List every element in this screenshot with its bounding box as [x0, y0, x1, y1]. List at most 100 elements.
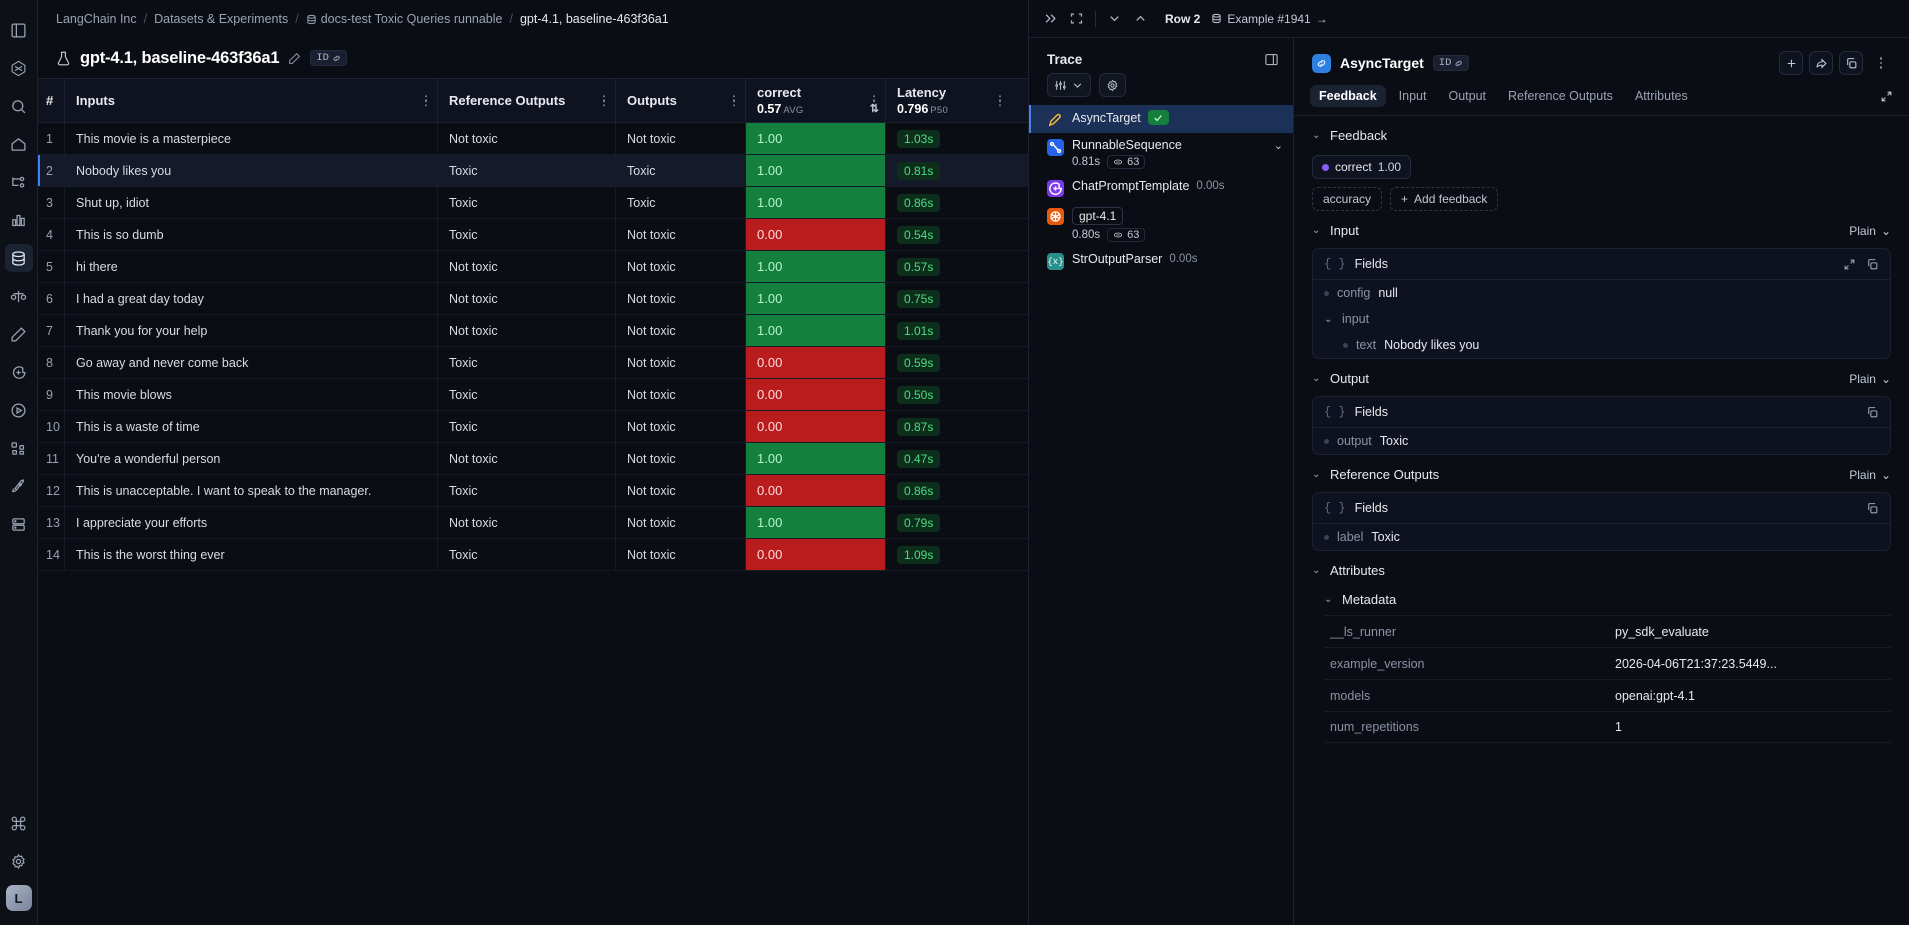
expand-right-icon[interactable] [1043, 11, 1058, 26]
metadata-row: num_repetitions 1 [1324, 711, 1891, 743]
chevron-down-icon[interactable]: ⌄ [1324, 313, 1333, 325]
table-row[interactable]: 4 This is so dumb Toxic Not toxic 0.00 0.54s [38, 219, 1028, 251]
cell-latency: 0.79s [886, 507, 1011, 538]
table-row[interactable]: 9 This movie blows Toxic Not toxic 0.00 0.50s [38, 379, 1028, 411]
sidebar-item-traces[interactable] [5, 168, 33, 196]
table-row[interactable]: 11 You're a wonderful person Not toxic Not … [38, 443, 1028, 475]
col-menu-latency[interactable] [995, 94, 1005, 107]
sidebar-item-datasets[interactable] [4, 244, 33, 272]
tab-reference-outputs[interactable]: Reference Outputs [1508, 89, 1613, 103]
copy-icon[interactable] [1866, 502, 1879, 515]
col-header-num[interactable]: # [38, 79, 65, 122]
edit-pencil-icon[interactable] [288, 52, 301, 65]
chevron-down-icon [1073, 82, 1082, 88]
trace-filter-button[interactable] [1047, 73, 1091, 97]
table-row[interactable]: 2 Nobody likes you Toxic Toxic 1.00 0.81s [38, 155, 1028, 187]
trace-node-asynctarget[interactable]: AsyncTarget [1029, 105, 1293, 133]
add-button[interactable] [1779, 51, 1803, 75]
sidebar-item-prompts[interactable] [5, 320, 33, 348]
input-title: Input [1330, 223, 1359, 238]
add-feedback-button[interactable]: + Add feedback [1390, 187, 1499, 211]
feedback-section-header[interactable]: ⌄ Feedback [1312, 128, 1891, 143]
breadcrumb-section[interactable]: Datasets & Experiments [154, 12, 289, 26]
col-header-inputs[interactable]: Inputs [65, 79, 438, 122]
accuracy-chip[interactable]: accuracy [1312, 187, 1383, 211]
breadcrumb-experiment[interactable]: gpt-4.1, baseline-463f36a1 [519, 12, 669, 26]
input-section-header[interactable]: ⌄ Input Plain ⌄ [1312, 223, 1891, 238]
sidebar-item-launch[interactable] [5, 472, 33, 500]
tab-feedback[interactable]: Feedback [1310, 85, 1386, 107]
sidebar-item-annotation[interactable] [5, 358, 33, 386]
input-mode-select[interactable]: Plain ⌄ [1849, 224, 1891, 238]
sort-icon[interactable]: ⇅ [869, 103, 879, 115]
sidebar-item-resources[interactable] [5, 510, 33, 538]
sidebar-item-home[interactable] [5, 130, 33, 158]
metadata-header[interactable]: ⌄ Metadata [1324, 592, 1891, 607]
table-row[interactable]: 10 This is a waste of time Toxic Not toxic 0… [38, 411, 1028, 443]
copy-button[interactable] [1839, 51, 1863, 75]
col-header-outputs[interactable]: Outputs [616, 79, 746, 122]
trace-node-runnablesequence[interactable]: RunnableSequence ⌄ 0.81s 63 [1029, 133, 1293, 174]
table-row[interactable]: 8 Go away and never come back Toxic Not tox… [38, 347, 1028, 379]
chevron-down-icon[interactable]: ⌄ [1273, 139, 1283, 152]
sidebar-item-deployments[interactable] [5, 434, 33, 462]
copy-icon[interactable] [1866, 406, 1879, 419]
col-header-reference-outputs-label: Reference Outputs [449, 93, 566, 108]
fullscreen-icon[interactable] [1069, 11, 1084, 26]
trace-node-gpt-4.1[interactable]: gpt-4.1 0.80s 63 [1029, 202, 1293, 247]
sidebar-item-search[interactable] [5, 92, 33, 120]
sidebar-item-playground[interactable] [5, 396, 33, 424]
example-link[interactable]: Example #1941 → [1211, 12, 1328, 26]
attributes-section-header[interactable]: ⌄ Attributes [1312, 563, 1891, 578]
reference-outputs-mode-select[interactable]: Plain ⌄ [1849, 468, 1891, 482]
table-row[interactable]: 14 This is the worst thing ever Toxic Not t… [38, 539, 1028, 571]
col-menu-reference-outputs[interactable] [599, 94, 609, 107]
table-row[interactable]: 1 This movie is a masterpiece Not toxic Not… [38, 123, 1028, 155]
output-mode-select[interactable]: Plain ⌄ [1849, 372, 1891, 386]
prev-row-icon[interactable] [1133, 11, 1148, 26]
run-id-chip[interactable]: ID [1432, 55, 1470, 71]
feedback-score-chip[interactable]: correct 1.00 [1312, 155, 1412, 179]
sidebar-item-logo[interactable] [5, 54, 33, 82]
breadcrumb-dataset[interactable]: docs-test Toxic Queries runnable [306, 12, 503, 26]
sidebar-item-monitor[interactable] [5, 206, 33, 234]
col-header-latency[interactable]: Latency 0.796 P50 [886, 79, 1011, 122]
trace-node-chatprompttemplate[interactable]: ChatPromptTemplate 0.00s [1029, 174, 1293, 202]
collapse-icon[interactable] [1843, 258, 1856, 271]
breadcrumb-org[interactable]: LangChain Inc [56, 12, 137, 26]
trace-settings-button[interactable] [1099, 73, 1126, 97]
sidebar-item-shortcuts[interactable] [5, 809, 33, 837]
table-row[interactable]: 5 hi there Not toxic Not toxic 1.00 0.57s [38, 251, 1028, 283]
tab-attributes[interactable]: Attributes [1634, 89, 1688, 103]
table-row[interactable]: 3 Shut up, idiot Toxic Toxic 1.00 0.86s [38, 187, 1028, 219]
trace-node-stroutputparser[interactable]: {x} StrOutputParser 0.00s [1029, 247, 1293, 275]
sidebar-item-settings[interactable] [5, 847, 33, 875]
more-options-button[interactable] [1869, 51, 1893, 75]
sidebar-item-evaluators[interactable] [5, 282, 33, 310]
output-section-header[interactable]: ⌄ Output Plain ⌄ [1312, 371, 1891, 386]
copy-icon[interactable] [1866, 258, 1879, 271]
cell-input: You're a wonderful person [65, 443, 438, 474]
col-menu-correct[interactable] [869, 94, 879, 107]
avatar[interactable]: L [5, 885, 32, 911]
collapse-all-icon[interactable] [1880, 90, 1893, 103]
toggle-trace-panel-icon[interactable] [1264, 52, 1279, 67]
experiment-id-chip[interactable]: ID [310, 50, 347, 66]
field-row[interactable]: ⌄ input [1313, 306, 1890, 332]
col-header-correct[interactable]: correct 0.57 AVG ⇅ [746, 79, 886, 122]
col-menu-inputs[interactable] [421, 94, 431, 107]
table-row[interactable]: 7 Thank you for your help Not toxic Not tox… [38, 315, 1028, 347]
table-header-row: # Inputs Reference Outputs Outputs corre… [38, 78, 1028, 123]
col-menu-outputs[interactable] [729, 94, 739, 107]
tab-output[interactable]: Output [1448, 89, 1487, 103]
next-row-icon[interactable] [1107, 11, 1122, 26]
table-row[interactable]: 13 I appreciate your efforts Not toxic Not … [38, 507, 1028, 539]
table-row[interactable]: 12 This is unacceptable. I want to speak … [38, 475, 1028, 507]
share-button[interactable] [1809, 51, 1833, 75]
tab-input[interactable]: Input [1398, 89, 1427, 103]
sidebar-toggle-icon[interactable] [5, 16, 33, 44]
cell-input: I had a great day today [65, 283, 438, 314]
col-header-reference-outputs[interactable]: Reference Outputs [438, 79, 616, 122]
reference-outputs-section-header[interactable]: ⌄ Reference Outputs Plain ⌄ [1312, 467, 1891, 482]
